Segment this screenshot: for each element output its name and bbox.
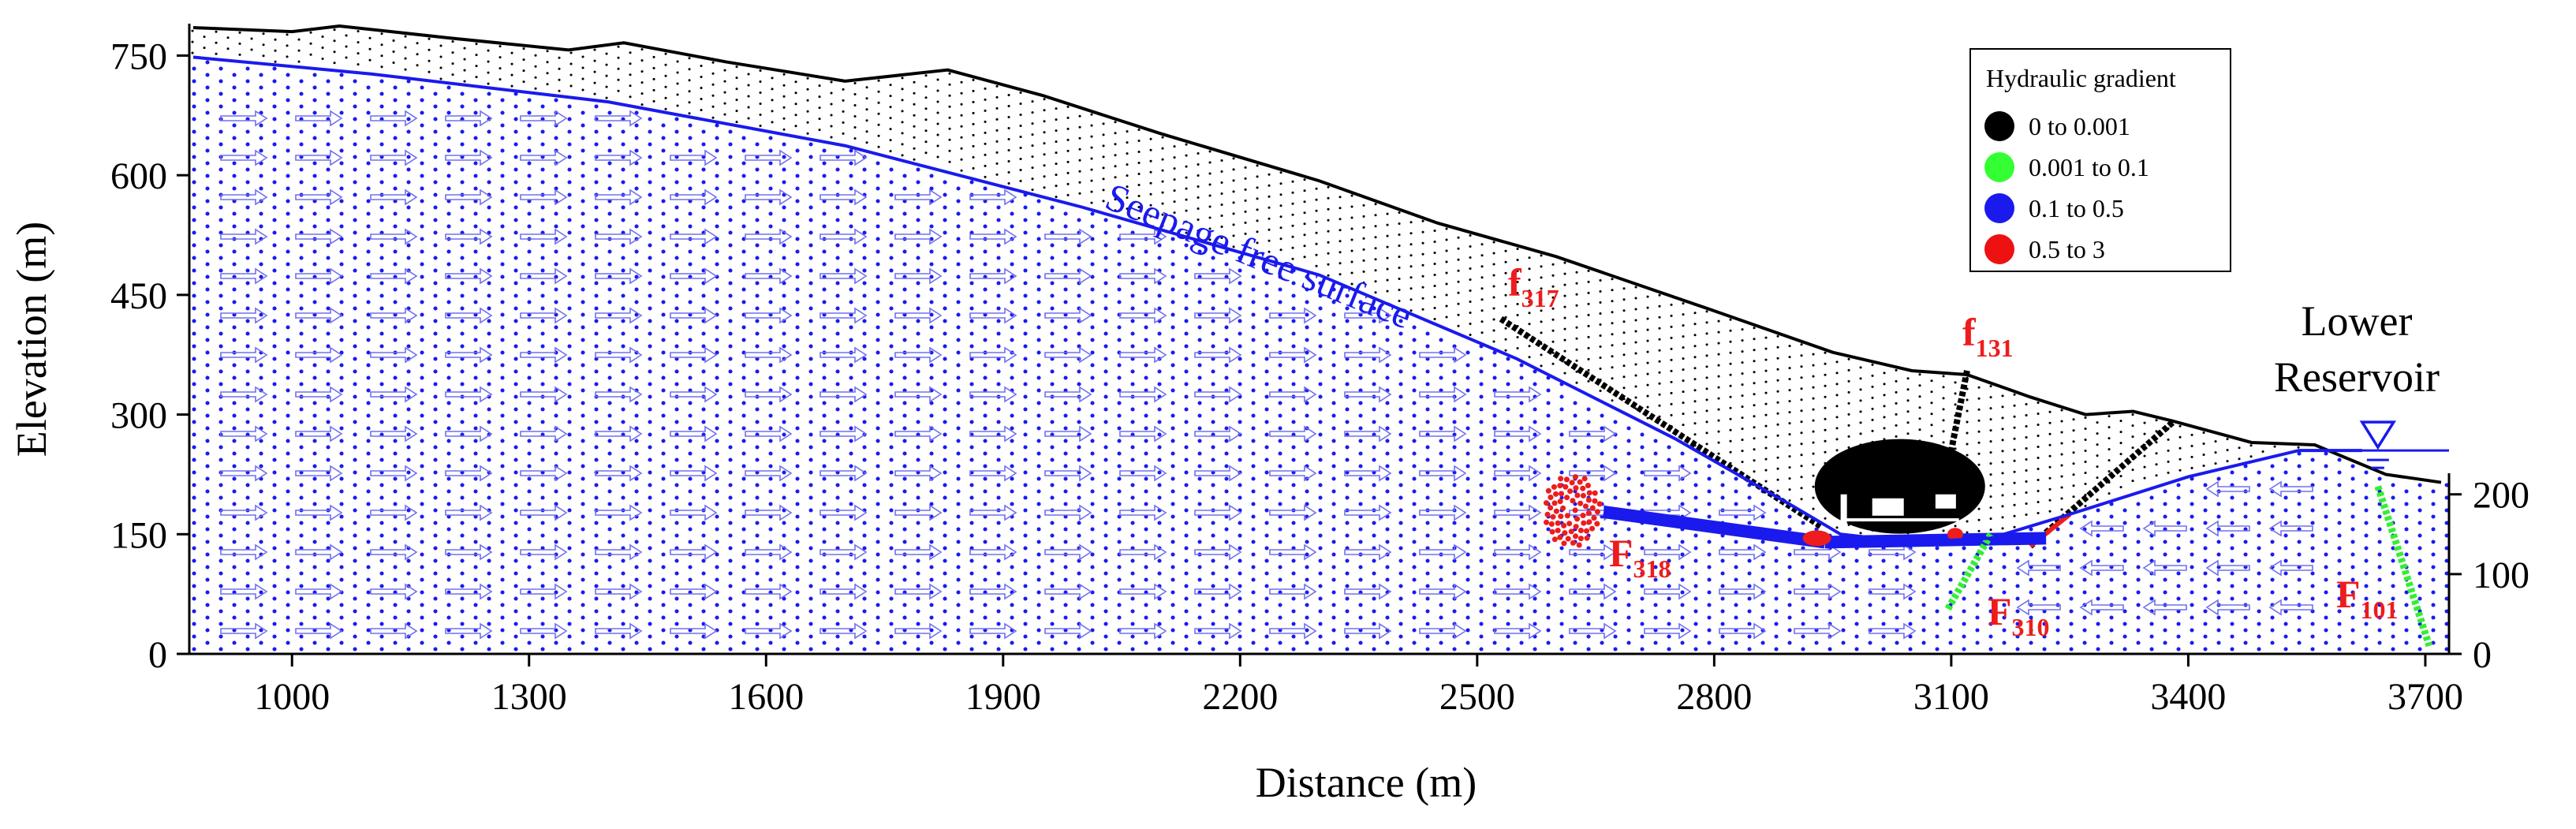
fault-label-f317: f317 [1508,260,1559,312]
legend-swatch [1984,193,2014,223]
x-tick-label: 1900 [965,676,1041,718]
x-axis-label: Distance (m) [1256,759,1477,806]
legend-entry-label: 0.001 to 0.1 [2029,153,2149,181]
high-gradient-spot-east [1947,528,1963,541]
legend-entry-label: 0 to 0.001 [2029,112,2130,140]
y-tick-label: 450 [110,275,167,317]
fault-label-F318: F318 [1609,531,1671,583]
cavern-opening [1935,494,1956,509]
y-axis-label: Elevation (m) [8,222,55,457]
fault-labels: f317 f131 F318 F310 F101 [1508,260,2399,641]
reservoir-marker: Lower Reservoir [2274,297,2440,469]
water-level-symbol [2359,420,2396,469]
unsaturated-zone [191,28,2300,537]
legend: Hydraulic gradient 0 to 0.001 0.001 to 0.… [1969,48,2231,272]
legend-box [1969,48,2231,272]
fault-label-F101: F101 [2336,572,2399,624]
legend-entry-label: 0.1 to 0.5 [2029,194,2124,222]
axes: 1000 1300 1600 1900 2200 2500 2800 3100 3400 3700… [110,24,2529,718]
y-tick-label: 600 [110,155,167,197]
cavern-opening [1872,498,1904,516]
cavern-opening [1840,494,1847,526]
high-gradient-spot [1802,530,1831,547]
seepage-free-surface-line [192,55,2362,544]
x-tick-label: 2500 [1439,676,1515,718]
legend-title: Hydraulic gradient [1986,64,2176,92]
x-tick-label: 3400 [2150,676,2226,718]
fault-label-F310: F310 [1988,589,2050,641]
y-ticks: 0 150 300 450 600 750 [110,35,189,676]
reservoir-label-line1: Lower [2302,297,2413,345]
y-tick-label: 150 [110,514,167,556]
high-gradient-cluster [1544,474,1603,548]
reservoir-label-line2: Reservoir [2274,353,2440,401]
y-tick-label: 0 [148,634,167,676]
y2-ticks: 0 100 200 [2449,475,2529,676]
x-tick-label: 1600 [728,676,804,718]
legend-items: 0 to 0.001 0.001 to 0.1 0.1 to 0.5 0.5 to 3 [1984,111,2149,264]
y2-tick-label: 100 [2473,555,2529,596]
y2-tick-label: 0 [2473,634,2492,676]
x-tick-label: 2200 [1202,676,1278,718]
legend-entry-label: 0.5 to 3 [2029,235,2105,263]
y-tick-label: 300 [110,395,167,437]
flow-arrows [220,110,2313,640]
x-tick-label: 3700 [2387,676,2463,718]
fault-label-f131: f131 [1962,310,2014,362]
y-tick-label: 750 [110,35,167,77]
ground-surface-line [192,24,2442,484]
water-level-triangle [2359,420,2396,450]
legend-swatch [1984,152,2014,182]
cavern-tunnel [1840,518,1959,522]
fault-f310-trace [1943,532,1994,612]
legend-swatch [1984,111,2014,141]
x-tick-label: 1000 [254,676,330,718]
y2-tick-label: 200 [2473,475,2529,517]
x-tick-label: 2800 [1676,676,1752,718]
x-ticks: 1000 1300 1600 1900 2200 2500 2800 3100 3400 3700 [254,654,2463,718]
fault-f318-trace [1603,506,1826,549]
x-tick-label: 3100 [1913,676,1989,718]
boundary-lines [192,24,2449,544]
unsaturated-node-dots [191,28,2300,537]
plot-area [191,24,2449,652]
x-tick-label: 1300 [491,676,567,718]
legend-swatch [1984,234,2014,264]
fault-f101-trace [2374,485,2433,648]
cavern-dense-mesh [1814,439,1985,534]
seepage-flow-arrows [220,110,2313,640]
underground-cavern [1814,439,1985,534]
